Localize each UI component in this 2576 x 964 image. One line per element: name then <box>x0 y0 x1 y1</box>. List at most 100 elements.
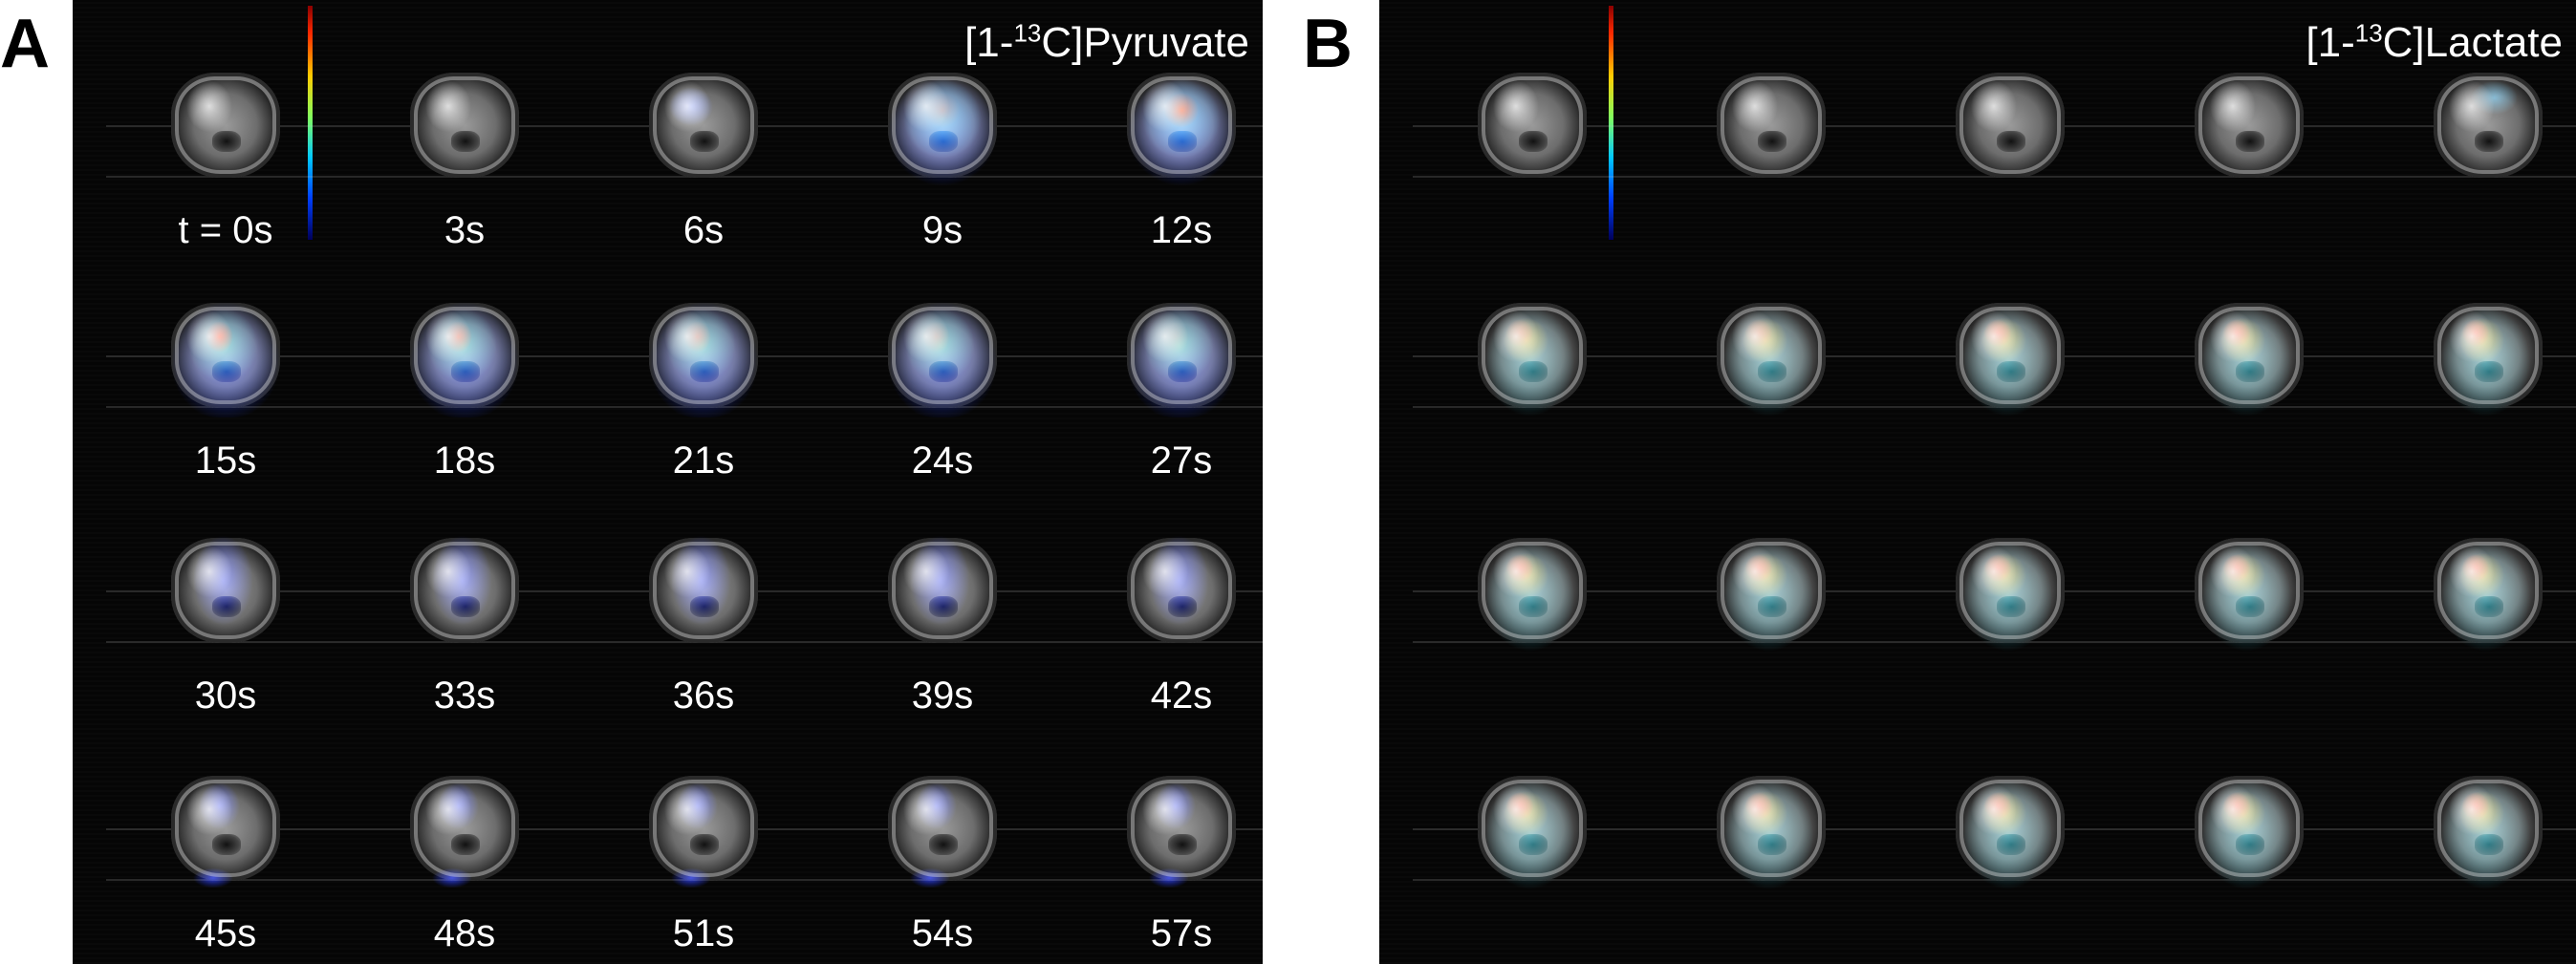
pyruvate-frame: 30s <box>106 509 345 748</box>
lactate-frame <box>1891 747 2130 964</box>
mri-slice <box>649 73 758 178</box>
time-label: 30s <box>194 675 257 717</box>
mri-slice <box>888 776 997 881</box>
lactate-frame <box>1413 509 1652 748</box>
mri-slice <box>649 303 758 408</box>
pyruvate-frame: 33s <box>345 509 584 748</box>
mri-slice <box>2195 776 2304 881</box>
pyruvate-frame: 48s <box>345 747 584 964</box>
mri-slice <box>888 73 997 178</box>
panel-label-a: A <box>0 6 50 82</box>
pyruvate-frame: 12s <box>1062 44 1263 283</box>
time-label: 42s <box>1150 675 1213 717</box>
mri-slice <box>649 538 758 643</box>
mri-slice <box>2434 538 2543 643</box>
pyruvate-frame: 36s <box>584 509 823 748</box>
time-label: 18s <box>433 439 496 482</box>
mri-slice <box>171 73 280 178</box>
panel-title-lactate: [1-13C]Lactate <box>2305 18 2563 66</box>
time-label: 15s <box>194 439 257 482</box>
pyruvate-frame: 54s <box>823 747 1062 964</box>
lactate-frame <box>1891 44 2130 283</box>
lactate-frame <box>2369 747 2576 964</box>
mri-slice <box>410 776 519 881</box>
lactate-frame <box>1652 509 1891 748</box>
lactate-frame <box>1652 747 1891 964</box>
lactate-frame <box>2130 274 2369 513</box>
mri-slice <box>1717 303 1826 408</box>
lactate-frame <box>1413 274 1652 513</box>
mri-slice <box>1478 776 1587 881</box>
mri-slice <box>2195 73 2304 178</box>
mri-slice <box>1717 73 1826 178</box>
pyruvate-frame: 15s <box>106 274 345 513</box>
pyruvate-frame: 27s <box>1062 274 1263 513</box>
mri-slice <box>1956 73 2065 178</box>
lactate-frame <box>2130 44 2369 283</box>
mri-slice <box>171 538 280 643</box>
pyruvate-frame: 42s <box>1062 509 1263 748</box>
pyruvate-frame: 39s <box>823 509 1062 748</box>
mri-slice <box>1478 73 1587 178</box>
time-label: 36s <box>672 675 735 717</box>
colorbar-lactate <box>1609 6 1613 240</box>
mri-slice <box>410 73 519 178</box>
mri-slice <box>1478 303 1587 408</box>
lactate-frame <box>2130 509 2369 748</box>
mri-slice <box>1127 776 1236 881</box>
mri-slice <box>2434 303 2543 408</box>
pyruvate-frame: 45s <box>106 747 345 964</box>
mri-slice <box>171 776 280 881</box>
lactate-frame <box>2369 509 2576 748</box>
pyruvate-frame: 51s <box>584 747 823 964</box>
lactate-frame <box>2369 274 2576 513</box>
mri-slice <box>2434 73 2543 178</box>
mri-slice <box>1956 776 2065 881</box>
mri-slice <box>2195 303 2304 408</box>
pyruvate-frame: 57s <box>1062 747 1263 964</box>
time-label: 12s <box>1150 209 1213 251</box>
mri-slice <box>1956 303 2065 408</box>
time-label: 9s <box>921 209 963 251</box>
lactate-frame <box>2369 44 2576 283</box>
lactate-frame <box>2130 747 2369 964</box>
mri-slice <box>888 303 997 408</box>
time-label: 45s <box>194 912 257 954</box>
mri-slice <box>1478 538 1587 643</box>
mri-slice <box>2434 776 2543 881</box>
lactate-frame <box>1652 44 1891 283</box>
panel-title-pyruvate: [1-13C]Pyruvate <box>964 18 1249 66</box>
pyruvate-frame: t = 0s <box>106 44 345 283</box>
lactate-frame <box>1891 509 2130 748</box>
lactate-frame <box>1891 274 2130 513</box>
time-label: t = 0s <box>178 209 273 251</box>
time-label: 27s <box>1150 439 1213 482</box>
mri-slice <box>649 776 758 881</box>
time-label: 39s <box>911 675 974 717</box>
pyruvate-frame: 24s <box>823 274 1062 513</box>
mri-slice <box>1127 538 1236 643</box>
panel-pyruvate: [1-13C]Pyruvate t = 0s 3s 6s 9s 12s 15s 18s 21s… <box>73 0 1263 964</box>
time-label: 48s <box>433 912 496 954</box>
time-label: 6s <box>682 209 725 251</box>
lactate-frame <box>1652 274 1891 513</box>
pyruvate-frame: 9s <box>823 44 1062 283</box>
lactate-frame <box>1413 747 1652 964</box>
mri-slice <box>1127 303 1236 408</box>
time-label: 24s <box>911 439 974 482</box>
time-label: 57s <box>1150 912 1213 954</box>
pyruvate-frame: 3s <box>345 44 584 283</box>
mri-slice <box>888 538 997 643</box>
pyruvate-frame: 21s <box>584 274 823 513</box>
time-label: 54s <box>911 912 974 954</box>
mri-slice <box>1717 538 1826 643</box>
mri-slice <box>2195 538 2304 643</box>
mri-slice <box>171 303 280 408</box>
mri-slice <box>1717 776 1826 881</box>
time-label: 33s <box>433 675 496 717</box>
mri-slice <box>1127 73 1236 178</box>
mri-slice <box>410 538 519 643</box>
mri-slice <box>1956 538 2065 643</box>
mri-slice <box>410 303 519 408</box>
time-label: 51s <box>672 912 735 954</box>
